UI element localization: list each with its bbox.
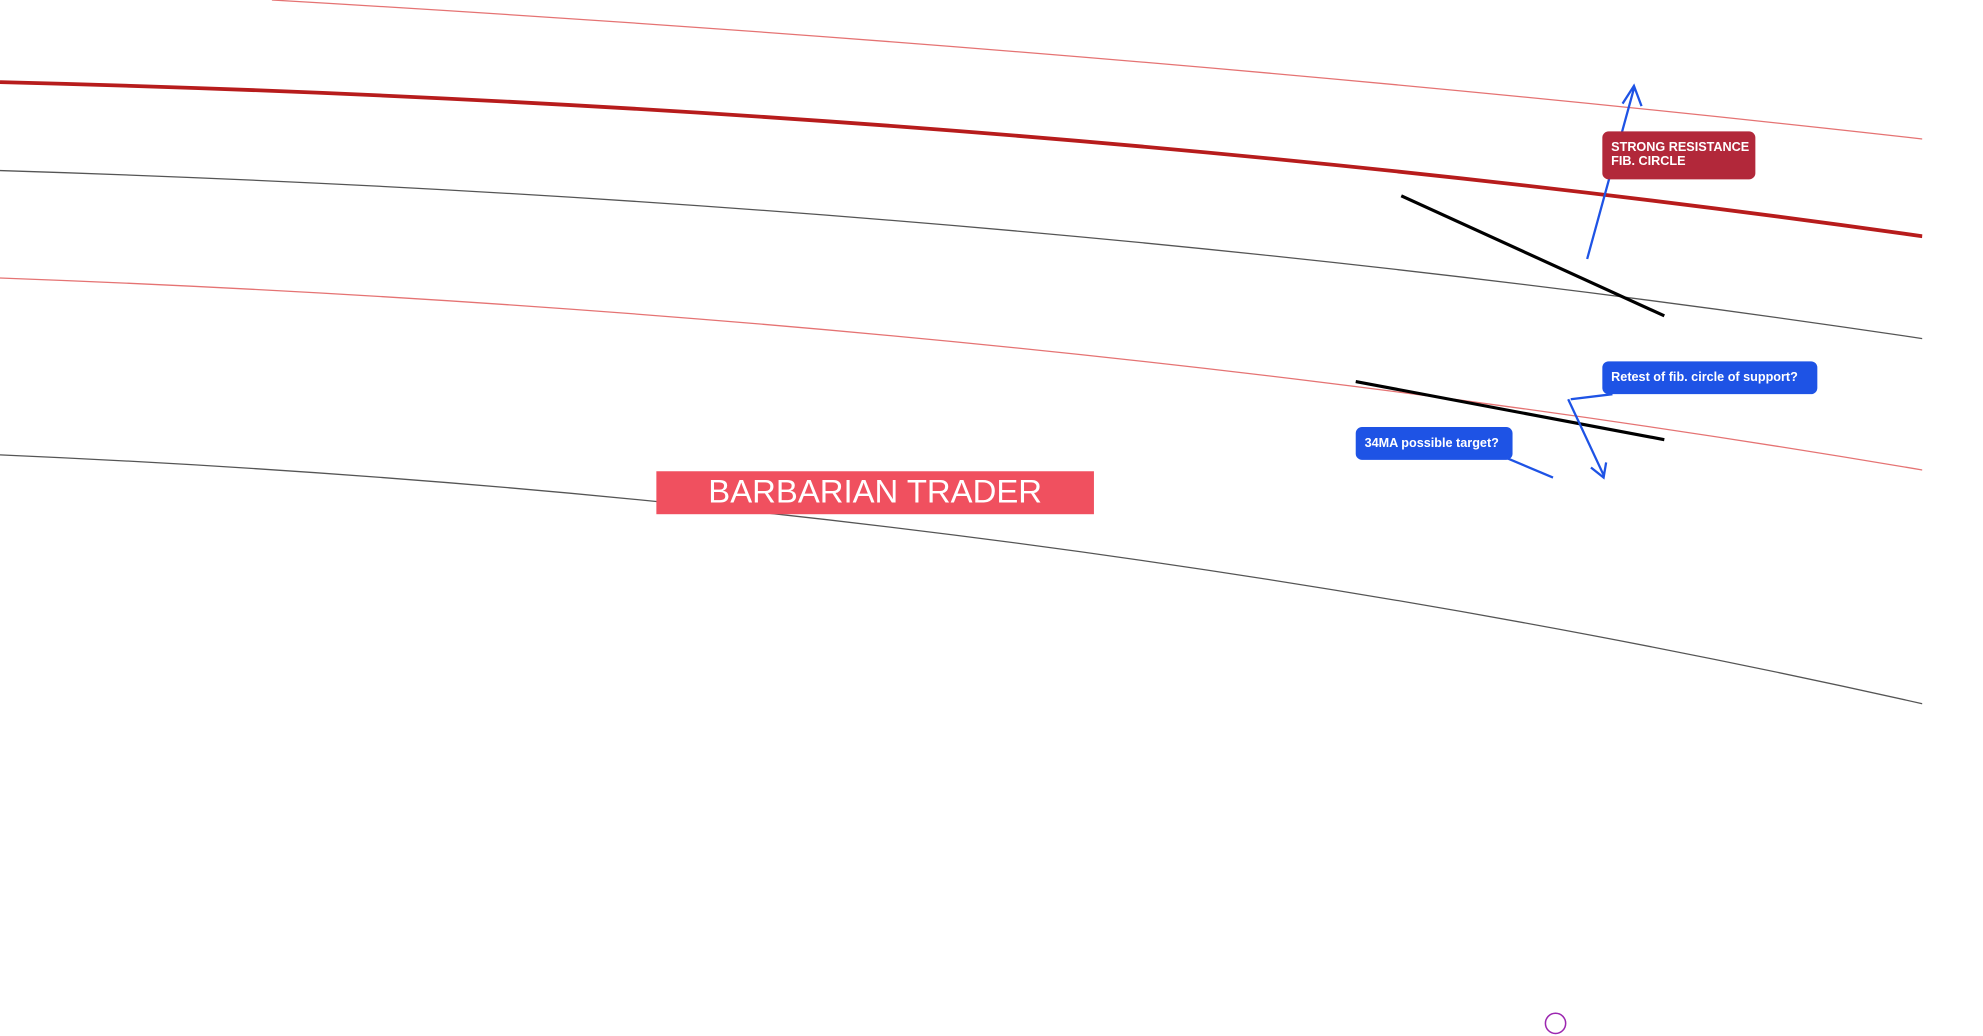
fib-arc xyxy=(0,169,1923,340)
arrow xyxy=(1567,398,1608,480)
callout-text: 34MA possible target? xyxy=(1365,436,1499,450)
fib-arc xyxy=(271,0,1923,140)
callout-pointer xyxy=(1570,393,1613,401)
retest-callout xyxy=(1602,361,1818,395)
fib-arc xyxy=(0,277,1923,471)
callout-pointer xyxy=(1504,456,1554,479)
icon xyxy=(1544,1012,1567,1035)
ma-callout xyxy=(1355,427,1513,460)
trendline xyxy=(1400,194,1665,318)
callout-text: STRONG RESISTANCE xyxy=(1611,140,1749,154)
watermark-box xyxy=(656,471,1094,515)
arrows xyxy=(1504,83,1643,480)
trendlines xyxy=(1355,194,1665,442)
fib-arc xyxy=(0,80,1923,239)
trendline xyxy=(1355,379,1665,442)
price-axis xyxy=(1922,0,1983,1036)
resistance-callout xyxy=(1602,131,1756,180)
callout-text: Retest of fib. circle of support? xyxy=(1611,370,1798,384)
fib-arc xyxy=(0,454,1923,705)
fib-circles xyxy=(0,0,1923,705)
callout-text: FIB. CIRCLE xyxy=(1611,154,1685,168)
watermark: BARBARIAN TRADER xyxy=(708,473,1042,510)
